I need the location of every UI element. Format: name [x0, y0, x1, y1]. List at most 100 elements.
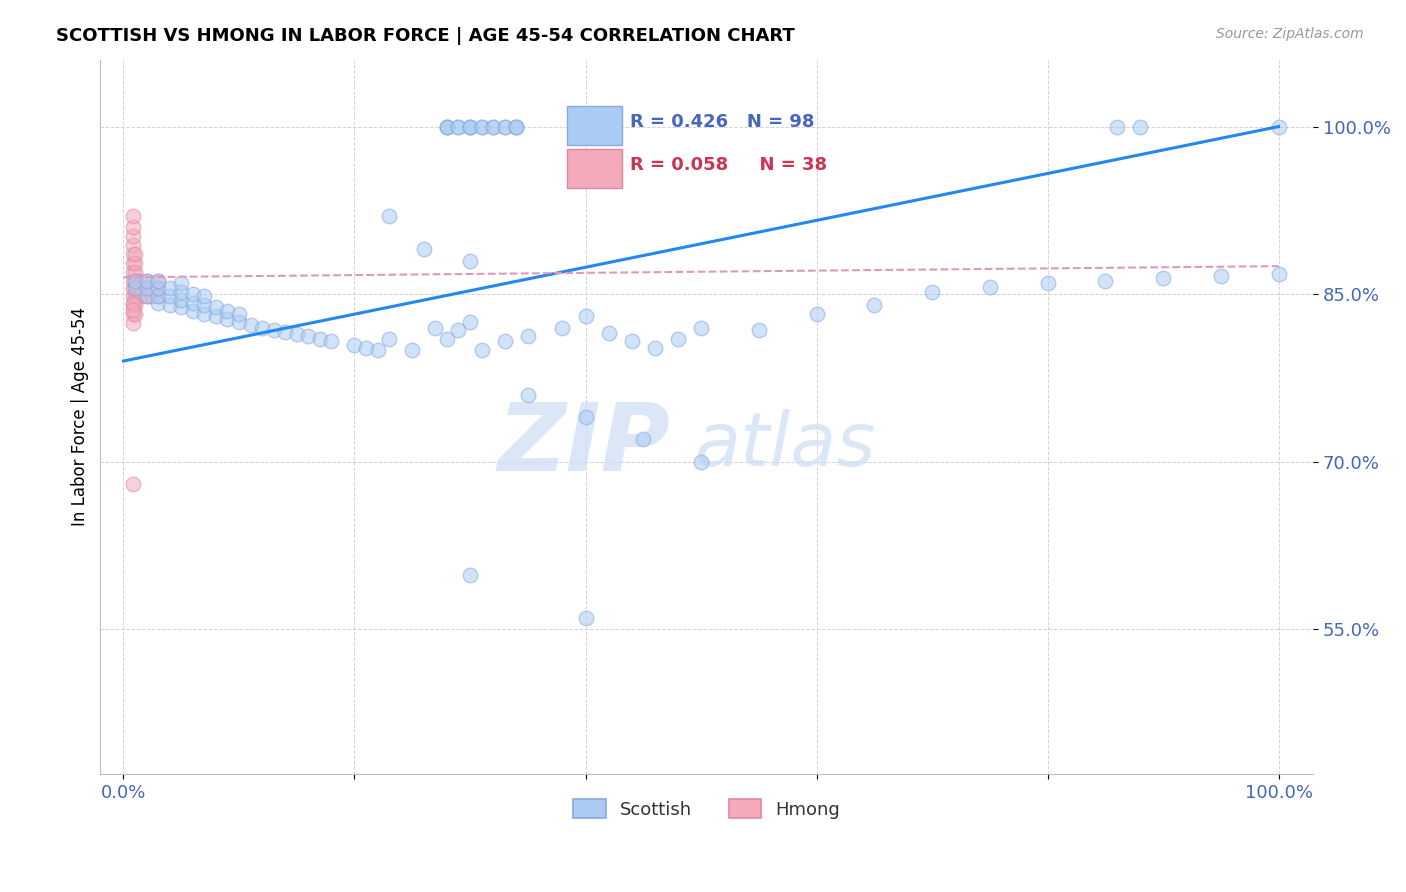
Y-axis label: In Labor Force | Age 45-54: In Labor Force | Age 45-54	[72, 308, 89, 526]
Point	[146, 289, 169, 303]
Point	[321, 334, 343, 348]
Point	[644, 341, 666, 355]
Point	[135, 289, 157, 303]
Point	[124, 247, 146, 261]
Point	[127, 274, 149, 288]
Point	[129, 274, 152, 288]
Point	[666, 332, 689, 346]
Point	[121, 289, 143, 303]
Point	[574, 409, 596, 424]
Point	[124, 274, 146, 288]
Point	[633, 432, 655, 446]
Point	[193, 307, 215, 321]
Point	[378, 332, 401, 346]
Point	[354, 341, 377, 355]
Point	[181, 287, 204, 301]
Point	[146, 281, 169, 295]
Point	[471, 120, 494, 134]
Point	[124, 256, 146, 270]
Point	[217, 303, 239, 318]
Point	[193, 289, 215, 303]
Point	[436, 332, 458, 346]
Point	[124, 274, 146, 288]
Point	[863, 298, 886, 312]
Point	[121, 476, 143, 491]
Point	[121, 302, 143, 317]
Point	[748, 323, 770, 337]
Point	[447, 120, 470, 134]
Point	[205, 310, 228, 324]
Point	[146, 274, 169, 288]
Point	[574, 611, 596, 625]
Point	[505, 120, 527, 134]
FancyBboxPatch shape	[568, 149, 621, 188]
Text: atlas: atlas	[695, 409, 876, 482]
Point	[401, 343, 423, 357]
Point	[620, 334, 643, 348]
Point	[135, 274, 157, 288]
Point	[121, 298, 143, 312]
Point	[124, 307, 146, 321]
Legend: Scottish, Hmong: Scottish, Hmong	[567, 791, 848, 826]
Point	[135, 274, 157, 288]
Point	[121, 265, 143, 279]
Point	[458, 315, 481, 329]
Point	[121, 274, 143, 288]
Point	[141, 289, 163, 303]
Text: Source: ZipAtlas.com: Source: ZipAtlas.com	[1216, 27, 1364, 41]
Text: R = 0.426   N = 98: R = 0.426 N = 98	[630, 112, 815, 131]
Point	[159, 298, 181, 312]
Point	[598, 326, 620, 340]
Point	[921, 285, 943, 299]
Point	[159, 281, 181, 295]
Point	[516, 387, 538, 401]
Point	[159, 289, 181, 303]
Point	[1129, 120, 1152, 134]
Point	[458, 120, 481, 134]
Point	[121, 247, 143, 261]
Point	[170, 276, 193, 290]
Point	[412, 243, 434, 257]
Point	[129, 289, 152, 303]
Point	[1267, 267, 1289, 281]
Point	[690, 320, 713, 334]
Point	[1094, 274, 1116, 288]
Point	[436, 120, 458, 134]
Point	[458, 568, 481, 582]
Point	[121, 316, 143, 330]
Point	[121, 209, 143, 223]
Point	[129, 281, 152, 295]
Point	[516, 329, 538, 343]
Point	[124, 265, 146, 279]
Point	[121, 229, 143, 244]
Point	[228, 315, 250, 329]
Point	[124, 281, 146, 295]
Point	[121, 307, 143, 321]
Point	[121, 281, 143, 295]
Point	[146, 296, 169, 310]
Point	[436, 120, 458, 134]
Point	[471, 343, 494, 357]
Point	[170, 301, 193, 315]
Point	[250, 320, 273, 334]
Point	[494, 120, 516, 134]
Point	[505, 120, 527, 134]
Point	[274, 325, 297, 339]
Point	[458, 120, 481, 134]
Point	[367, 343, 389, 357]
Point	[135, 289, 157, 303]
Text: SCOTTISH VS HMONG IN LABOR FORCE | AGE 45-54 CORRELATION CHART: SCOTTISH VS HMONG IN LABOR FORCE | AGE 4…	[56, 27, 794, 45]
Point	[425, 320, 447, 334]
Point	[447, 120, 470, 134]
Point	[124, 281, 146, 295]
Point	[574, 310, 596, 324]
Point	[127, 281, 149, 295]
Point	[458, 120, 481, 134]
Point	[1152, 271, 1174, 285]
Point	[1105, 120, 1128, 134]
Text: ZIP: ZIP	[498, 400, 671, 491]
Point	[146, 274, 169, 288]
Point	[471, 120, 494, 134]
Point	[217, 311, 239, 326]
Point	[1036, 276, 1059, 290]
